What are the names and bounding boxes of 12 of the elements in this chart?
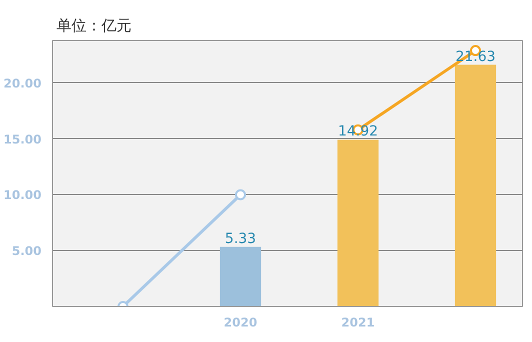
y-tick-label: 10.00 [4, 188, 42, 202]
y-tick-label: 5.00 [12, 244, 42, 258]
bar [337, 140, 379, 306]
bar [220, 246, 262, 306]
y-tick-label: 20.00 [4, 76, 42, 90]
text: 单位：亿元 [56, 16, 132, 34]
x-tick-label: 2020 [224, 316, 258, 330]
x-tick-label: 2021 [341, 316, 375, 330]
bar [454, 64, 496, 306]
point [235, 189, 246, 200]
data-label: 5.33 [224, 230, 256, 247]
y-tick-label: 15.00 [4, 132, 42, 146]
